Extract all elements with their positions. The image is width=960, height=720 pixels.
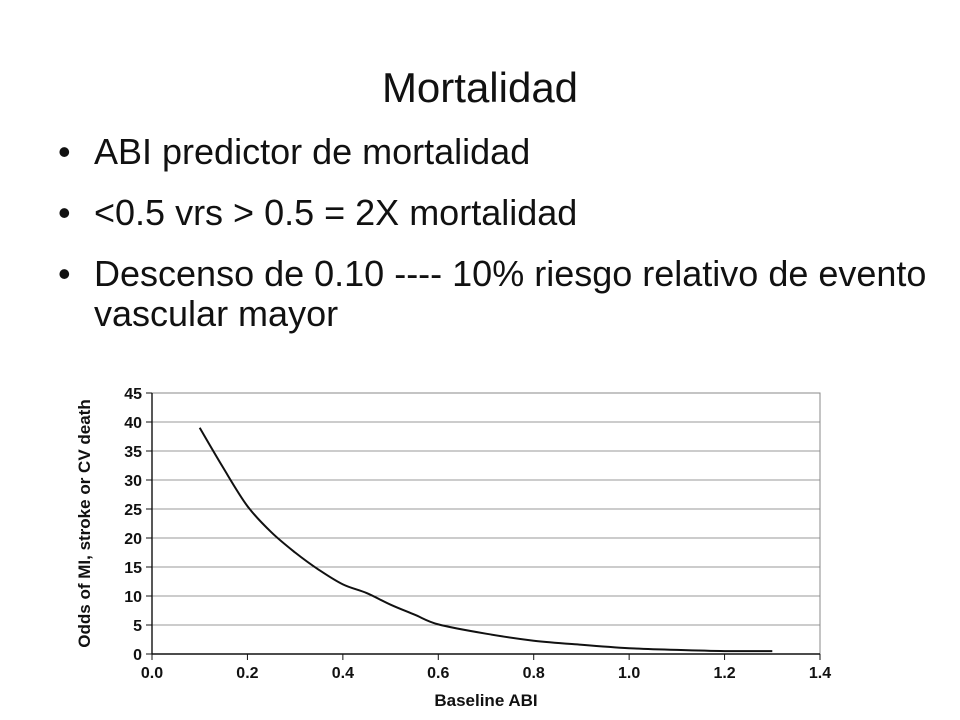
bullet-text: Descenso de 0.10 ---- 10% riesgo relativ… (94, 253, 927, 334)
bullet-marker: • (58, 192, 71, 233)
y-tick-label: 15 (124, 560, 142, 577)
x-tick-label: 1.0 (618, 665, 640, 682)
y-tick-label: 45 (124, 386, 142, 403)
bullet-marker: • (58, 253, 71, 294)
chart-svg: 0 5 10 15 20 25 30 35 40 45 0.0 0.2 0.4 0.6 0.8 1.0 1.2 1… (75, 386, 831, 710)
bullet-item: • <0.5 vrs > 0.5 = 2X mortalidad (58, 193, 938, 233)
x-tick-label: 1.4 (809, 665, 831, 682)
bullet-text: ABI predictor de mortalidad (94, 131, 531, 172)
y-tick-label: 30 (124, 473, 142, 490)
y-tick-label: 40 (124, 415, 142, 432)
x-axis-title: Baseline ABI (434, 691, 537, 710)
y-tick-label: 35 (124, 444, 142, 461)
axes (146, 392, 821, 660)
bullet-item: • Descenso de 0.10 ---- 10% riesgo relat… (58, 254, 938, 334)
bullet-text: <0.5 vrs > 0.5 = 2X mortalidad (94, 192, 578, 233)
y-tick-label: 10 (124, 589, 142, 606)
abi-odds-chart: 0 5 10 15 20 25 30 35 40 45 0.0 0.2 0.4 0.6 0.8 1.0 1.2 1… (72, 378, 852, 716)
y-tick-label: 5 (133, 618, 142, 635)
x-tick-label: 0.0 (141, 665, 163, 682)
slide-title: Mortalidad (381, 64, 579, 111)
gridlines (152, 421, 820, 626)
y-tick-label: 20 (124, 531, 142, 548)
y-tick-label: 0 (133, 647, 142, 664)
bullet-list: • ABI predictor de mortalidad • <0.5 vrs… (58, 132, 938, 355)
bullet-marker: • (58, 131, 71, 172)
x-tick-label: 0.6 (427, 665, 449, 682)
plot-area-frame (151, 392, 821, 655)
bullet-item: • ABI predictor de mortalidad (58, 132, 938, 172)
series-layer (198, 427, 773, 653)
x-tick-label: 0.8 (523, 665, 545, 682)
tick-labels: 0 5 10 15 20 25 30 35 40 45 0.0 0.2 0.4 0.6 0.8 1.0 1.2 1… (124, 386, 831, 682)
x-tick-label: 0.4 (332, 665, 354, 682)
x-tick-label: 1.2 (713, 665, 735, 682)
odds-curve-line (198, 427, 773, 653)
x-tick-label: 0.2 (236, 665, 258, 682)
y-tick-label: 25 (124, 502, 142, 519)
y-axis-title: Odds of MI, stroke or CV death (75, 399, 94, 647)
